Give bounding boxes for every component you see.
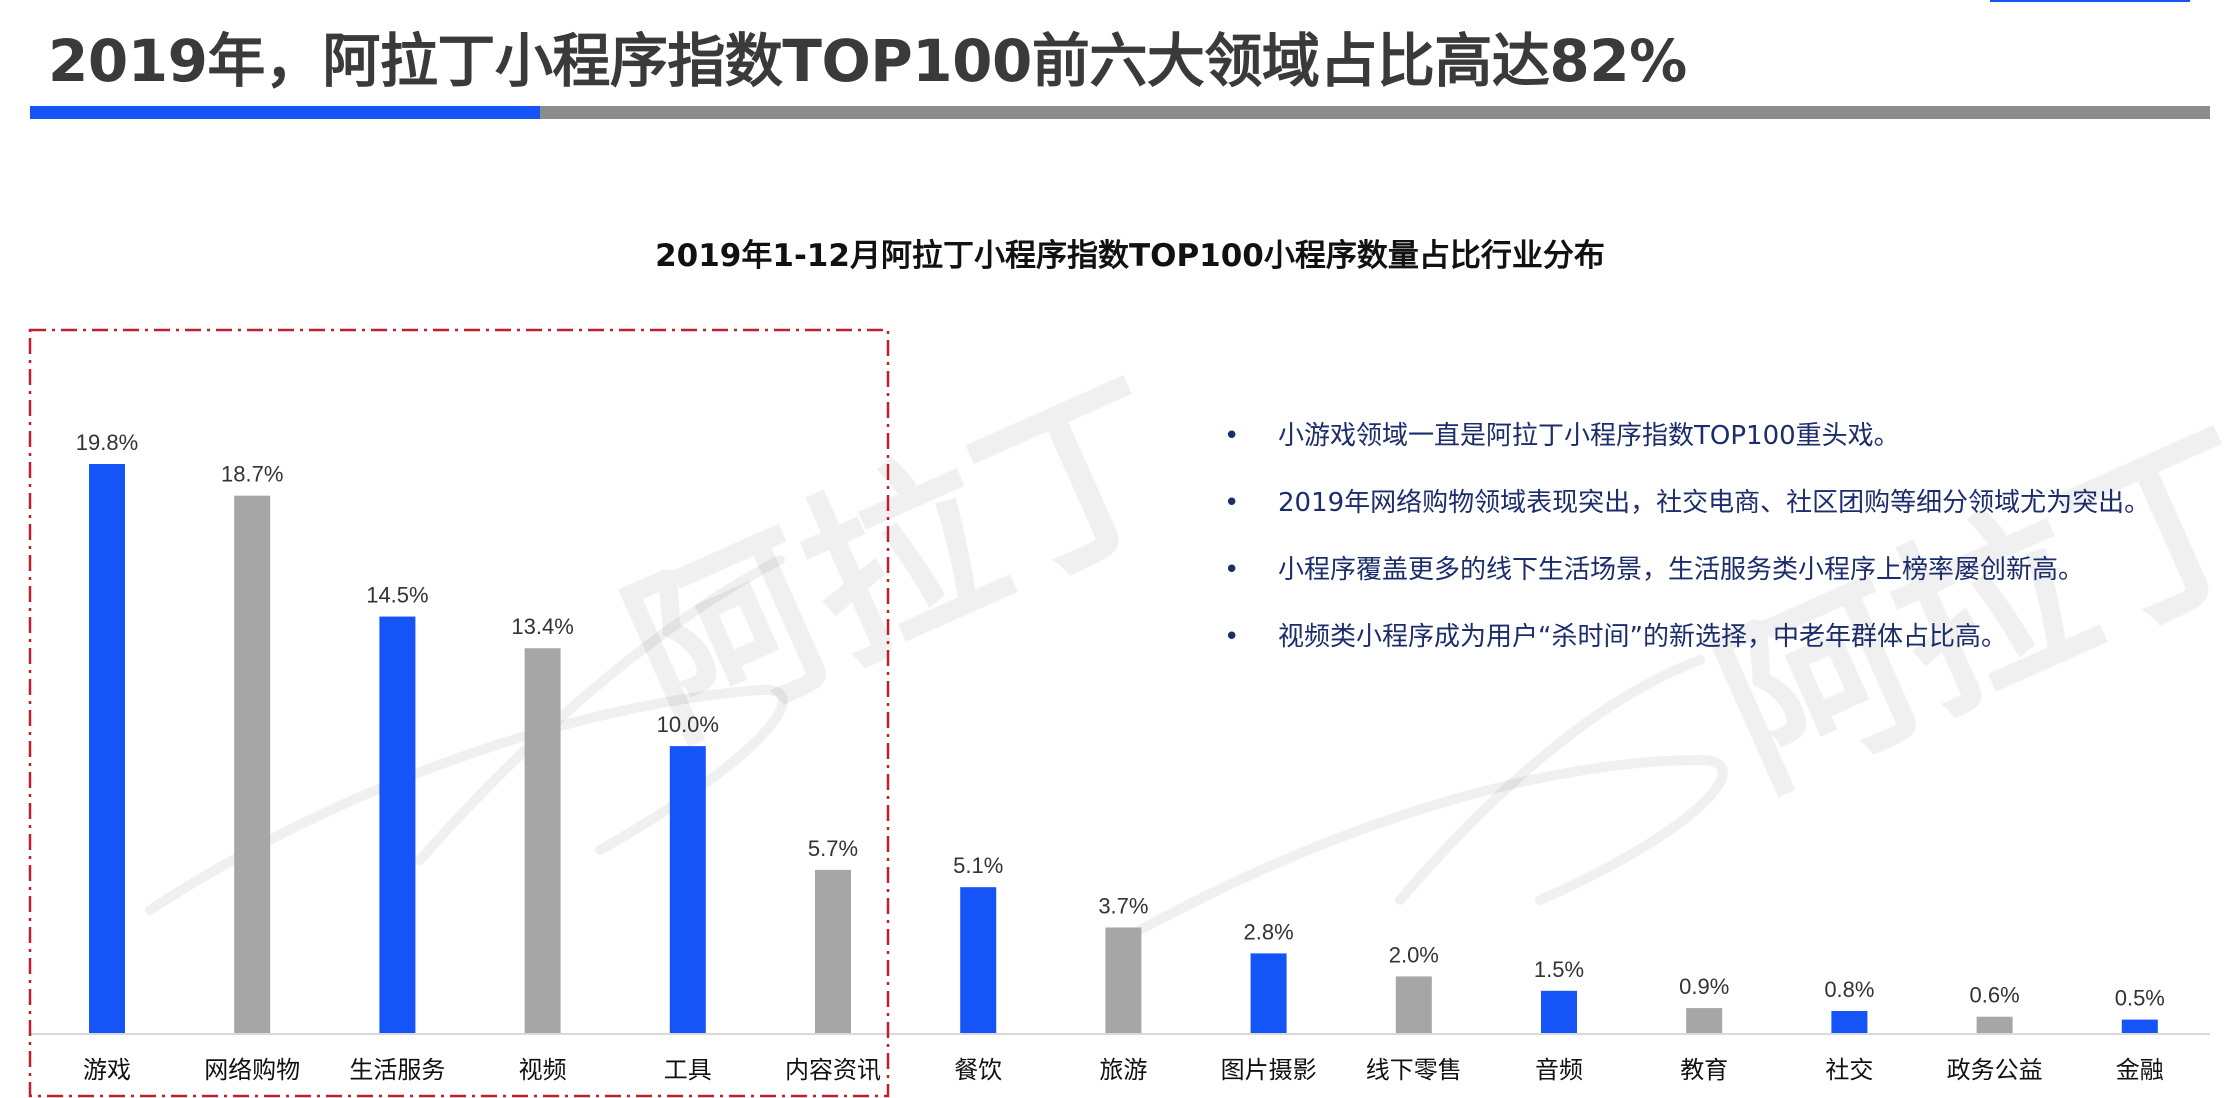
bar-4 <box>524 648 561 1034</box>
x-tick-label: 教育 <box>1680 1056 1728 1084</box>
top-six-highlight-box <box>28 328 890 1098</box>
data-label: 2.0% <box>1389 942 1439 967</box>
x-tick-label: 工具 <box>664 1056 712 1084</box>
chart-title: 2019年1-12月阿拉丁小程序指数TOP100小程序数量占比行业分布 <box>655 238 1605 274</box>
watermark-swoosh <box>415 555 785 865</box>
data-label: 5.7% <box>808 836 858 861</box>
finding-text: 小游戏领域一直是阿拉丁小程序指数TOP100重头戏。 <box>1278 421 1900 451</box>
finding-text: 2019年网络购物领域表现突出，社交电商、社区团购等细分领域尤为突出。 <box>1278 488 2151 518</box>
title-rule-accent <box>30 106 540 119</box>
data-label: 5.1% <box>953 853 1003 878</box>
bar-7 <box>960 887 997 1034</box>
bullet-icon: • <box>1224 421 1240 451</box>
finding-item: • 视频类小程序成为用户“杀时间”的新选择，中老年群体占比高。 <box>1218 619 2150 686</box>
data-label: 0.5% <box>2115 986 2165 1011</box>
x-tick-label: 视频 <box>519 1056 567 1084</box>
data-label: 10.0% <box>657 712 719 737</box>
finding-text: 小程序覆盖更多的线下生活场景，生活服务类小程序上榜率屡创新高。 <box>1278 555 2085 585</box>
finding-text: 视频类小程序成为用户“杀时间”的新选择，中老年群体占比高。 <box>1278 622 2007 652</box>
data-label: 19.8% <box>76 430 138 455</box>
x-tick-label: 内容资讯 <box>785 1056 881 1084</box>
data-label: 13.4% <box>511 614 573 639</box>
data-label: 2.8% <box>1244 919 1294 944</box>
bullet-icon: • <box>1224 555 1240 585</box>
data-label: 18.7% <box>221 462 283 487</box>
x-tick-label: 生活服务 <box>349 1056 445 1084</box>
key-findings-list: • 小游戏领域一直是阿拉丁小程序指数TOP100重头戏。 • 2019年网络购物领域表… <box>1218 418 2150 686</box>
x-tick-label: 游戏 <box>83 1056 131 1084</box>
bar-2 <box>234 495 271 1035</box>
x-tick-label: 金融 <box>2116 1056 2164 1084</box>
x-tick-label: 线下零售 <box>1366 1056 1462 1084</box>
bullet-icon: • <box>1224 488 1240 518</box>
x-tick-label: 音频 <box>1535 1056 1583 1084</box>
bar-3 <box>379 616 416 1034</box>
finding-item: • 小游戏领域一直是阿拉丁小程序指数TOP100重头戏。 <box>1218 418 2150 485</box>
bar-1 <box>89 464 125 1034</box>
x-tick-label: 图片摄影 <box>1221 1056 1317 1084</box>
watermark-swoosh <box>1395 655 1705 905</box>
x-tick-label: 政务公益 <box>1947 1056 2043 1084</box>
bar-11 <box>1541 990 1577 1034</box>
bullet-icon: • <box>1224 622 1240 652</box>
data-label: 0.8% <box>1824 977 1874 1002</box>
finding-item: • 2019年网络购物领域表现突出，社交电商、社区团购等细分领域尤为突出。 <box>1218 485 2150 552</box>
title-rule <box>30 106 2210 119</box>
bar-9 <box>1250 953 1287 1034</box>
finding-item: • 小程序覆盖更多的线下生活场景，生活服务类小程序上榜率屡创新高。 <box>1218 552 2150 619</box>
x-tick-label: 旅游 <box>1099 1056 1147 1084</box>
watermark-swoosh <box>1135 754 1728 935</box>
data-label: 0.9% <box>1679 974 1729 999</box>
data-label: 0.6% <box>1970 983 2020 1008</box>
bar-13 <box>1831 1010 1868 1034</box>
bar-14 <box>1976 1016 2013 1034</box>
bar-12 <box>1686 1008 1723 1034</box>
x-tick-label: 社交 <box>1825 1056 1873 1084</box>
bar-5 <box>669 746 706 1034</box>
bar-6 <box>815 869 851 1034</box>
bar-8 <box>1105 927 1142 1034</box>
x-tick-label: 网络购物 <box>204 1056 300 1084</box>
data-label: 3.7% <box>1098 893 1148 918</box>
watermark-swoosh <box>145 684 788 915</box>
data-label: 14.5% <box>366 583 428 608</box>
bar-10 <box>1395 976 1432 1034</box>
labels: 19.8% 游戏 18.7% 网络购物 14.5% 生活服务 13.4% 视频 10.0% 工具 5… <box>76 430 2165 1084</box>
page-title: 2019年，阿拉丁小程序指数TOP100前六大领域占比高达82% <box>48 27 1687 95</box>
x-tick-label: 餐饮 <box>954 1056 1002 1084</box>
bar-15 <box>2121 1019 2158 1034</box>
data-label: 1.5% <box>1534 957 1584 982</box>
bars <box>89 464 2158 1035</box>
corner-mark <box>1990 0 2190 2</box>
